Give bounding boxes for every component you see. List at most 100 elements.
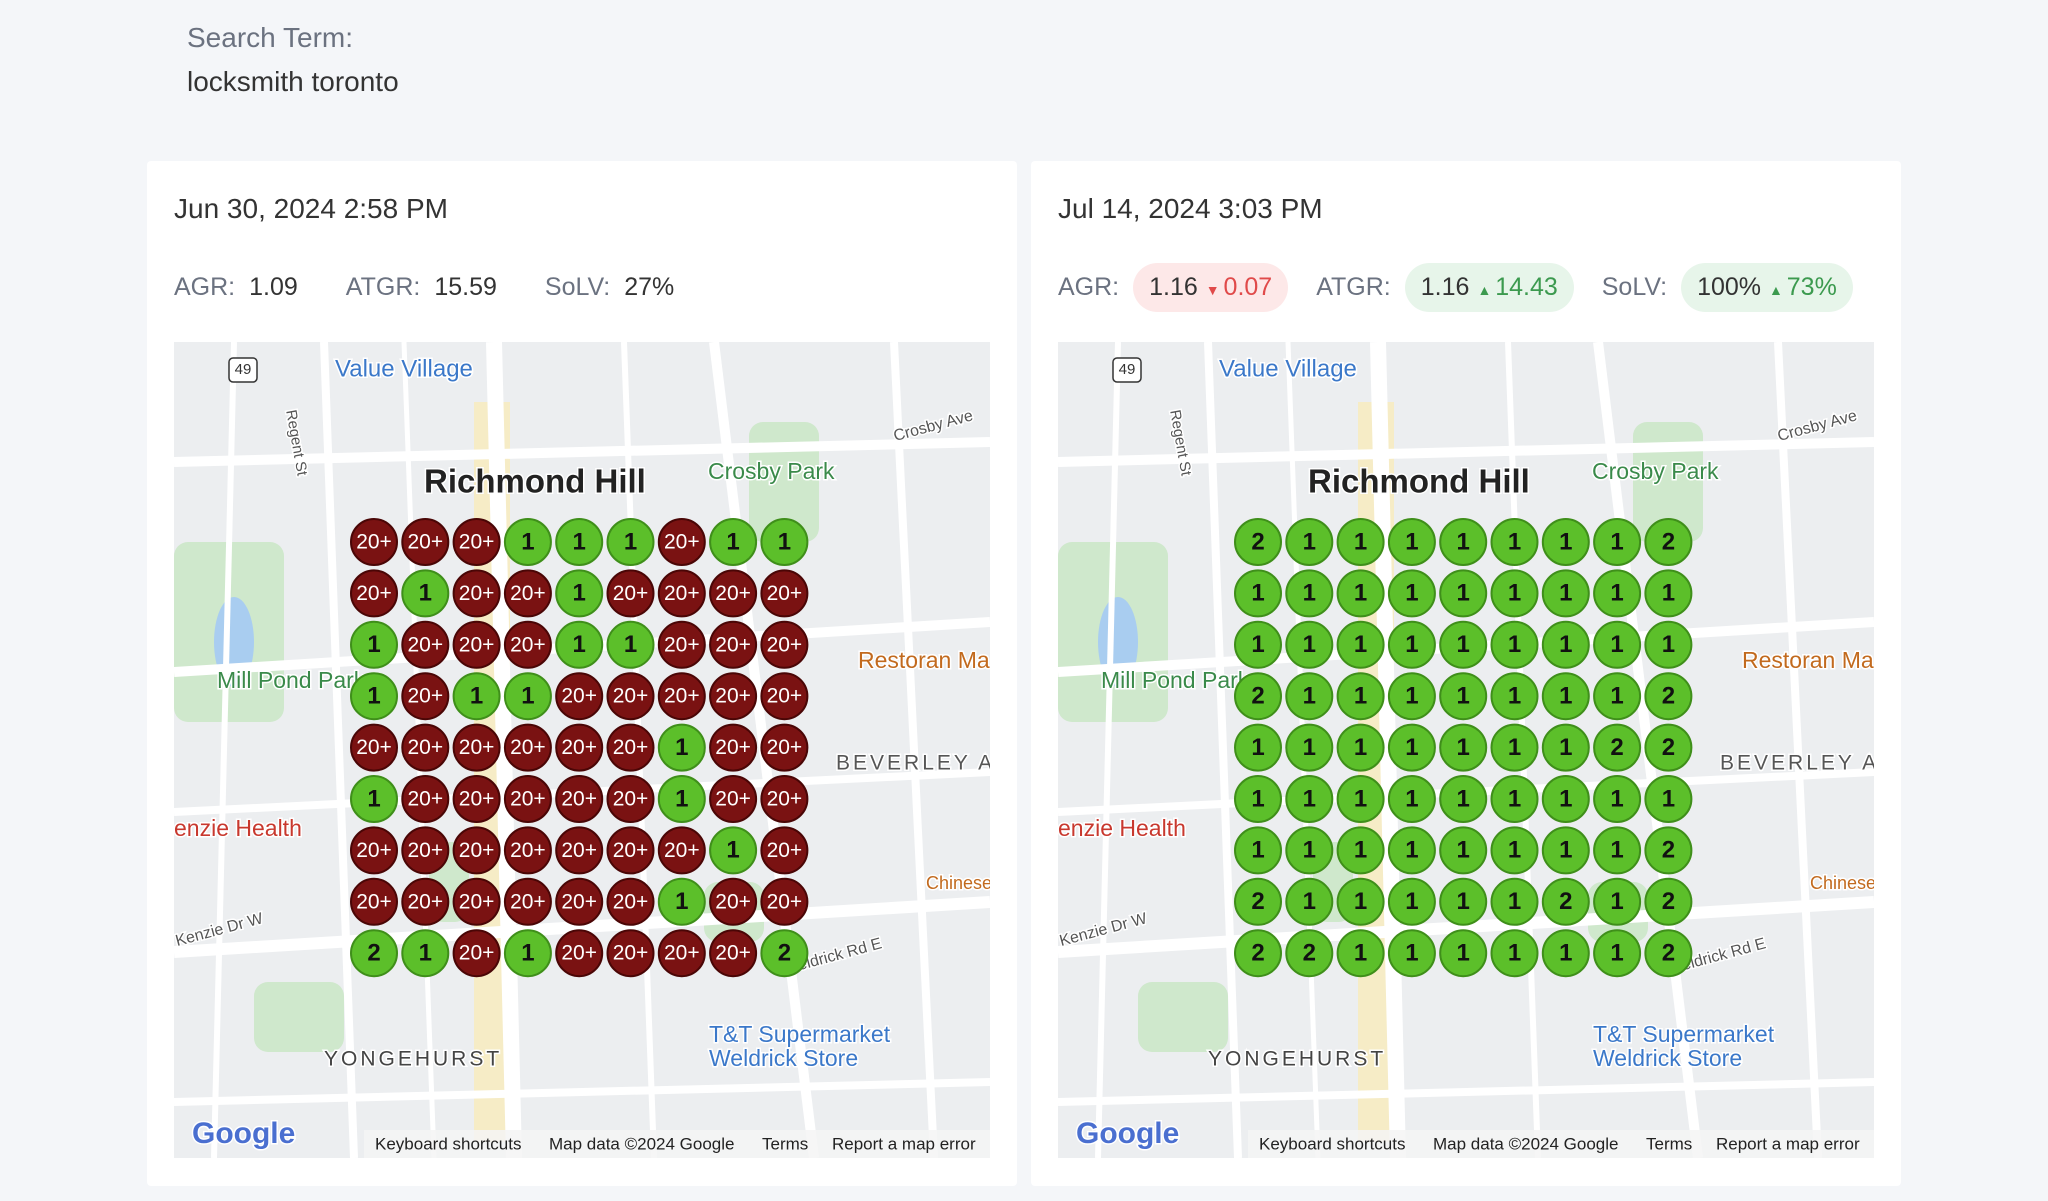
rank-pin — [1644, 569, 1693, 618]
rank-label: 1 — [419, 940, 432, 967]
rank-pin — [1336, 775, 1385, 823]
rank-label: 20+ — [459, 582, 495, 605]
rank-pin — [1439, 620, 1488, 669]
rank-pin — [1336, 929, 1385, 978]
rank-pin — [1490, 672, 1539, 721]
map-label: Value Village — [1219, 355, 1357, 382]
rank-pin — [1593, 929, 1642, 978]
map-label: 49 — [235, 361, 252, 378]
change-value: 14.43 — [1495, 272, 1558, 301]
metric-value: 1.16 — [1149, 272, 1198, 301]
rank-pin — [709, 775, 758, 823]
rank-pin — [350, 723, 398, 772]
rank-pin — [452, 518, 501, 566]
rank-pin — [606, 620, 655, 669]
rank-label: 20+ — [356, 531, 392, 554]
rank-pin — [1234, 620, 1282, 669]
rank-label: 1 — [1508, 683, 1521, 710]
rank-label: 1 — [1610, 940, 1623, 967]
rank-label: 20+ — [459, 788, 495, 811]
rank-pin — [350, 518, 398, 566]
rank-label: 20+ — [510, 839, 546, 862]
rank-pin — [760, 569, 809, 618]
rank-pin — [350, 672, 398, 721]
rank-pin — [555, 518, 604, 566]
rank-pin — [401, 518, 450, 566]
rank-pin — [1439, 672, 1488, 721]
metric-label: AGR: — [174, 272, 236, 301]
rank-pin — [709, 877, 758, 926]
road — [174, 437, 990, 467]
rank-pin — [1336, 620, 1385, 669]
rank-label: 1 — [624, 631, 637, 658]
road — [1370, 342, 1406, 1158]
rank-label: 1 — [1610, 683, 1623, 710]
rank-label: 1 — [1303, 683, 1316, 710]
rank-label: 1 — [726, 528, 739, 555]
rank-label: 20+ — [407, 531, 443, 554]
rank-pin — [1285, 929, 1334, 978]
map-footer-bg — [364, 1130, 990, 1158]
metric-value: 100% — [1697, 272, 1762, 301]
rank-label: 1 — [521, 940, 534, 967]
metric-label: AGR: — [1058, 272, 1120, 301]
rank-pin — [1285, 518, 1334, 566]
rank-label: 1 — [726, 837, 739, 864]
map-label: Weldrick Store — [709, 1045, 858, 1071]
rank-pin — [503, 620, 552, 669]
rank-label: 20+ — [407, 685, 443, 708]
map-label: Richmond Hill — [424, 463, 646, 500]
rank-label: 20+ — [510, 890, 546, 913]
rank-label: 20+ — [407, 736, 443, 759]
rank-pin — [657, 775, 706, 823]
rank-pin — [1490, 929, 1539, 978]
rank-label: 1 — [1405, 683, 1418, 710]
rank-pin — [1439, 775, 1488, 823]
rank-label: 1 — [1559, 734, 1572, 761]
rank-label: 20+ — [715, 582, 751, 605]
rank-label: 1 — [624, 528, 637, 555]
rank-pin — [1593, 672, 1642, 721]
rank-pin — [1234, 518, 1282, 566]
rank-pin — [452, 672, 501, 721]
rank-pin — [1439, 569, 1488, 618]
road — [1058, 1078, 1874, 1106]
rank-label: 1 — [1508, 734, 1521, 761]
rank-pin — [1541, 620, 1590, 669]
rank-label: 1 — [1405, 940, 1418, 967]
rank-label: 20+ — [715, 736, 751, 759]
rank-pin — [1336, 672, 1385, 721]
rank-pin — [1439, 929, 1488, 978]
rank-pin — [1336, 569, 1385, 618]
rank-pin — [709, 518, 758, 566]
rank-label: 1 — [1610, 785, 1623, 812]
rank-pin — [1644, 723, 1693, 772]
rank-pin — [1387, 620, 1436, 669]
rank-pin — [1387, 775, 1436, 823]
rank-pin — [503, 877, 552, 926]
rank-pin — [1336, 877, 1385, 926]
rank-label: 20+ — [715, 942, 751, 965]
change-value: 73% — [1786, 272, 1837, 301]
rank-pin — [1541, 775, 1590, 823]
rank-pin — [1234, 672, 1282, 721]
rank-label: 1 — [1559, 785, 1572, 812]
rank-label: 20+ — [613, 839, 649, 862]
map-footer-bg — [1248, 1130, 1874, 1158]
rank-pin — [1644, 775, 1693, 823]
change-arrow: ▼ — [1205, 281, 1224, 298]
rank-label: 1 — [1354, 528, 1367, 555]
rank-label: 20+ — [510, 582, 546, 605]
rank-pin — [1490, 826, 1539, 875]
search-label: Search Term: — [187, 22, 353, 53]
rank-pin — [503, 569, 552, 618]
rank-pin — [1439, 723, 1488, 772]
map-label: Value Village — [335, 355, 473, 382]
rank-label: 20+ — [715, 633, 751, 656]
rank-label: 20+ — [407, 633, 443, 656]
rank-pin — [606, 775, 655, 823]
rank-pin — [1593, 723, 1642, 772]
rank-pin — [452, 723, 501, 772]
